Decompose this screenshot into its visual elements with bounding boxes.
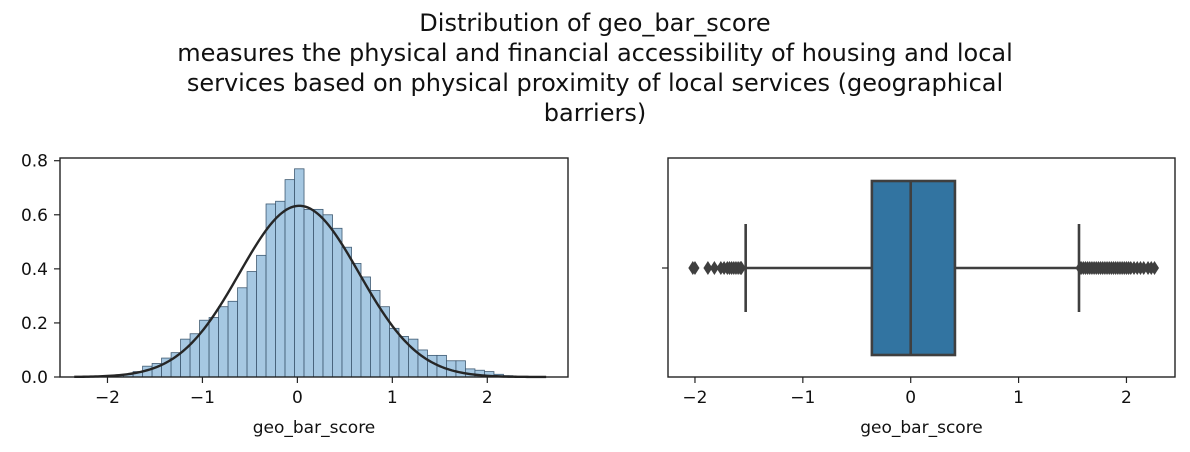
x-tick-label: 2 (482, 388, 493, 408)
y-tick-label: 0.4 (21, 260, 48, 280)
normal-fit-curve (74, 204, 547, 379)
histogram-bar (218, 306, 229, 378)
histogram-y-ticks: 0.0 0.2 0.4 0.6 0.8 (21, 152, 60, 388)
histogram-bar (208, 317, 219, 378)
histogram-bar (341, 246, 352, 378)
y-tick-label: 0.8 (21, 152, 48, 172)
x-tick-label: −1 (790, 388, 815, 408)
x-tick-label: 2 (1121, 388, 1132, 408)
y-tick-label: 0.0 (21, 368, 48, 388)
histogram-bar (370, 290, 381, 378)
histogram-bar (351, 263, 362, 378)
histogram-bar (332, 227, 343, 378)
x-tick-label: −2 (95, 388, 120, 408)
x-tick-label: 0 (905, 388, 916, 408)
title-line: barriers) (543, 99, 647, 127)
x-tick-label: −1 (190, 388, 215, 408)
histogram-bar (455, 360, 466, 378)
x-tick-label: 1 (1013, 388, 1024, 408)
figure-title: Distribution of geo_bar_score measures t… (0, 8, 1190, 128)
title-line: Distribution of geo_bar_score (419, 9, 771, 37)
histogram-bar (427, 354, 438, 378)
histogram-bars (104, 168, 514, 378)
histogram-bar (275, 200, 286, 378)
outlier-marker (690, 261, 700, 275)
histogram-x-ticks: −2 −1 0 1 2 (95, 377, 493, 408)
boxplot-x-axis-label: geo_bar_score (860, 418, 983, 438)
interquartile-box (870, 179, 957, 357)
x-tick-label: 0 (292, 388, 303, 408)
outlier-marker (703, 261, 713, 275)
title-line: services based on physical proximity of … (186, 69, 1004, 97)
histogram-bar (237, 287, 248, 378)
histogram-bar (246, 271, 257, 378)
histogram-bar (227, 300, 238, 378)
histogram-panel: −2 −1 0 1 2 0.0 0.2 0.4 0.6 0.8 geo_bar_score (21, 152, 569, 438)
outlier-marker (736, 261, 746, 275)
histogram-bar (294, 168, 305, 378)
histogram-x-axis-label: geo_bar_score (253, 418, 376, 438)
x-tick-label: 1 (387, 388, 398, 408)
histogram-bar (322, 214, 333, 378)
histogram-axes-frame (59, 157, 569, 378)
y-tick-label: 0.2 (21, 314, 48, 334)
histogram-bar (389, 327, 400, 378)
outlier-marker (1150, 261, 1160, 275)
title-line: measures the physical and financial acce… (177, 39, 1013, 67)
boxplot-x-ticks: −2 −1 0 1 2 (682, 377, 1132, 408)
histogram-bar (256, 254, 267, 378)
histogram-bar (313, 208, 324, 378)
outlier-marker (709, 261, 719, 275)
histogram-bar (303, 208, 314, 378)
x-tick-label: −2 (682, 388, 707, 408)
boxplot-elements (688, 179, 1160, 357)
y-tick-label: 0.6 (21, 206, 48, 226)
boxplot-panel: −2 −1 0 1 2 geo_bar_score (662, 157, 1176, 438)
